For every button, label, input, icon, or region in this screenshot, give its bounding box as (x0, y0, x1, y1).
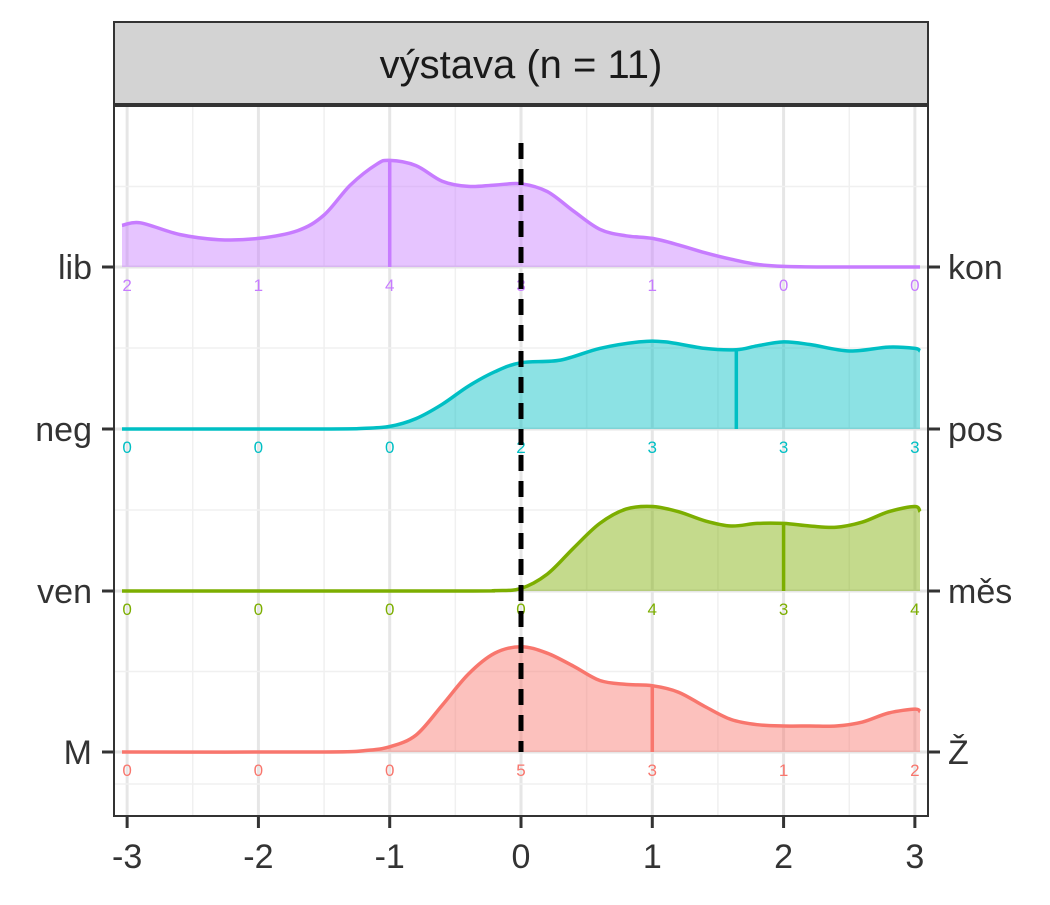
x-tick-label: 3 (905, 838, 924, 876)
density-curve-ven (121, 504, 922, 593)
y-label-left-M: M (64, 734, 92, 772)
count-label-neg: 3 (779, 438, 788, 457)
y-label-right-pos: pos (948, 411, 1003, 449)
x-tick-label: 2 (774, 838, 793, 876)
x-tick-label: 1 (643, 838, 662, 876)
count-label-ven: 0 (385, 600, 394, 619)
mean-layer (387, 160, 786, 752)
density-area-lib (122, 160, 920, 268)
count-label-M: 0 (122, 761, 131, 780)
count-label-neg: 0 (385, 438, 394, 457)
count-layer: 2143100000233300004340005312 (122, 276, 919, 780)
count-label-M: 0 (385, 761, 394, 780)
y-label-left-neg: neg (35, 411, 92, 449)
x-tick-label: -3 (112, 838, 142, 876)
density-curve-neg (121, 339, 922, 431)
x-tick-label: -1 (375, 838, 405, 876)
density-area-ven (122, 506, 920, 592)
count-label-lib: 1 (254, 276, 263, 295)
y-label-right-měs: měs (948, 573, 1012, 611)
count-label-M: 0 (254, 761, 263, 780)
count-label-neg: 3 (910, 438, 919, 457)
axis-layer: lib kon neg pos ven měs M Ž -3 -2 -1 0 1 2 3 (35, 249, 1012, 876)
count-label-lib: 2 (122, 276, 131, 295)
count-label-neg: 2 (516, 438, 525, 457)
chart-title: výstava (n = 11) (380, 43, 663, 87)
y-label-right-Ž: Ž (948, 734, 969, 772)
density-curve-M (121, 644, 922, 754)
x-tick-label: 0 (512, 838, 531, 876)
y-label-left-ven: ven (37, 573, 92, 611)
count-label-neg: 0 (254, 438, 263, 457)
count-label-lib: 1 (648, 276, 657, 295)
count-label-M: 1 (779, 761, 788, 780)
count-label-neg: 0 (122, 438, 131, 457)
count-label-ven: 0 (254, 600, 263, 619)
count-label-ven: 4 (648, 600, 657, 619)
count-label-lib: 0 (910, 276, 919, 295)
y-label-left-lib: lib (58, 249, 92, 287)
count-label-lib: 0 (779, 276, 788, 295)
x-tick-label: -2 (243, 838, 273, 876)
count-label-ven: 0 (516, 600, 525, 619)
count-label-ven: 4 (910, 600, 919, 619)
count-label-lib: 4 (385, 276, 394, 295)
y-label-right-kon: kon (948, 249, 1003, 287)
count-label-M: 5 (516, 761, 525, 780)
count-label-ven: 0 (122, 600, 131, 619)
count-label-ven: 3 (779, 600, 788, 619)
count-label-M: 2 (910, 761, 919, 780)
count-label-neg: 3 (648, 438, 657, 457)
strip-header (113, 21, 929, 105)
density-curve-lib (121, 158, 921, 269)
count-label-M: 3 (648, 761, 657, 780)
